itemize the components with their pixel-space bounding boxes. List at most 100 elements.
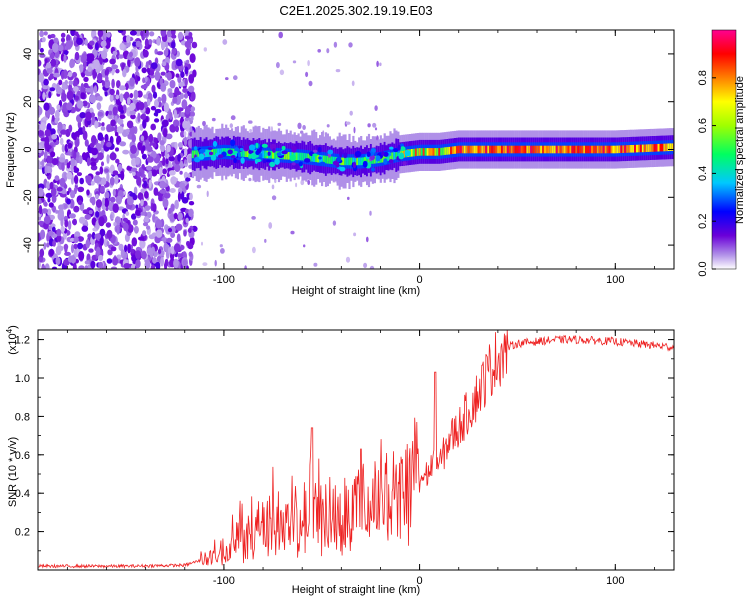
noise-blob — [177, 191, 181, 202]
noise-blob — [326, 124, 330, 128]
noise-blob — [97, 132, 104, 141]
noise-blob — [110, 119, 116, 127]
signal-band-cell — [489, 145, 492, 154]
noise-blob — [188, 85, 195, 93]
noise-blob — [50, 128, 56, 136]
signal-band-cell — [569, 145, 572, 154]
noise-blob — [168, 92, 174, 99]
noise-blob — [166, 237, 173, 243]
signal-band-cell — [551, 145, 555, 154]
noise-blob — [167, 247, 172, 255]
noise-blob — [126, 97, 131, 105]
noise-blob — [78, 251, 85, 261]
signal-band-cell — [358, 157, 361, 166]
signal-spot — [264, 152, 269, 157]
signal-band-cell — [315, 154, 318, 163]
signal-band-cell — [614, 145, 617, 154]
noise-blob — [130, 248, 135, 254]
noise-blob — [49, 87, 56, 92]
noise-blob — [173, 109, 178, 119]
signal-spot — [312, 153, 318, 157]
noise-blob — [85, 175, 92, 185]
signal-band-cell — [591, 145, 594, 154]
signal-band-cell — [295, 152, 298, 161]
noise-blob — [116, 254, 122, 259]
signal-band-cell — [639, 144, 643, 153]
noise-blob — [130, 114, 136, 120]
noise-blob — [69, 237, 75, 242]
colorbar-tick-label: 0.6 — [697, 118, 709, 133]
noise-blob — [59, 137, 64, 146]
noise-blob — [305, 71, 309, 78]
signal-band-cell — [454, 146, 457, 154]
noise-blob — [89, 40, 95, 46]
noise-blob — [69, 213, 76, 219]
noise-blob — [100, 125, 106, 131]
noise-blob — [160, 256, 165, 267]
signal-band-cell — [219, 148, 222, 156]
noise-blob — [135, 209, 141, 216]
noise-blob — [56, 104, 61, 110]
signal-spot — [317, 146, 322, 153]
signal-band-cell — [360, 157, 363, 166]
signal-band-cell — [641, 144, 645, 153]
signal-band-cell — [516, 145, 519, 154]
noise-blob — [41, 159, 45, 168]
noise-blob — [115, 147, 119, 152]
signal-band-cell — [205, 149, 208, 158]
signal-spot — [207, 147, 213, 151]
noise-blob — [313, 262, 318, 267]
noise-blob — [307, 179, 311, 185]
signal-band-cell — [297, 152, 300, 161]
signal-band-cell — [518, 145, 521, 154]
noise-blob — [51, 158, 59, 166]
noise-blob — [91, 147, 98, 156]
noise-blob — [39, 53, 46, 58]
signal-band-cell — [283, 151, 286, 160]
signal-band-cell — [624, 145, 627, 153]
noise-blob — [101, 161, 104, 167]
signal-band-cell — [422, 148, 425, 156]
noise-blob — [85, 88, 92, 93]
signal-spot — [237, 152, 241, 158]
noise-blob — [38, 204, 43, 215]
noise-blob — [104, 133, 109, 143]
noise-blob — [65, 40, 73, 50]
noise-blob — [190, 106, 196, 112]
noise-blob — [48, 202, 54, 208]
signal-band-cell — [465, 145, 468, 154]
signal-band-cell — [620, 145, 623, 153]
noise-blob — [59, 208, 64, 218]
noise-blob — [177, 253, 184, 258]
signal-spot — [312, 149, 318, 153]
noise-blob — [249, 129, 253, 133]
noise-blob — [166, 30, 172, 37]
signal-band-cell — [274, 151, 277, 159]
noise-blob — [170, 30, 176, 36]
noise-blob — [58, 157, 66, 163]
noise-blob — [40, 229, 46, 240]
noise-blob — [58, 204, 65, 211]
x-tick-label: -100 — [213, 575, 235, 587]
noise-blob — [155, 229, 163, 238]
noise-blob — [101, 80, 106, 87]
noise-blob — [171, 41, 176, 49]
noise-blob — [67, 255, 74, 263]
noise-blob — [302, 125, 306, 130]
noise-blob — [117, 30, 124, 34]
noise-blob — [162, 198, 169, 208]
noise-blob — [84, 38, 88, 46]
signal-spot — [354, 150, 362, 158]
noise-blob — [93, 175, 101, 184]
noise-blob — [157, 248, 162, 255]
noise-blob — [87, 66, 92, 72]
noise-blob — [189, 53, 196, 63]
signal-band-cell — [352, 157, 355, 166]
noise-blob — [180, 112, 186, 119]
noise-blob — [81, 53, 88, 62]
noise-blob — [173, 243, 181, 253]
noise-blob — [182, 88, 188, 93]
signal-band-cell — [504, 145, 508, 154]
noise-blob — [140, 199, 144, 207]
noise-blob — [131, 134, 136, 143]
